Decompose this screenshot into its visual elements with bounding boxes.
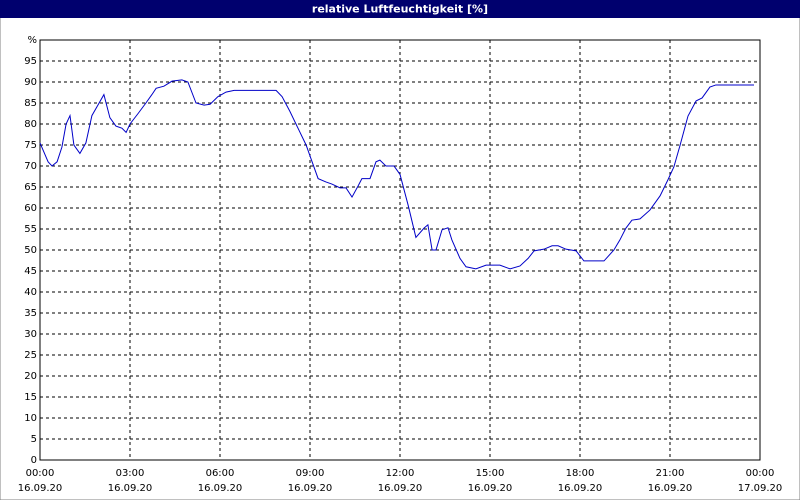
x-tick-date: 16.09.20 xyxy=(378,483,423,494)
x-tick-date: 16.09.20 xyxy=(468,483,513,494)
x-tick-date: 16.09.20 xyxy=(288,483,333,494)
x-tick-label: 06:00 xyxy=(206,468,235,479)
y-tick-label: 35 xyxy=(24,308,37,319)
x-tick-label: 00:00 xyxy=(746,468,775,479)
y-tick-label: 0 xyxy=(31,455,37,466)
x-tick-label: 15:00 xyxy=(476,468,505,479)
x-tick-date: 17.09.20 xyxy=(738,483,783,494)
y-tick-label: 70 xyxy=(24,161,37,172)
y-tick-label: 85 xyxy=(24,98,37,109)
x-tick-label: 09:00 xyxy=(296,468,325,479)
y-tick-label: 55 xyxy=(24,224,37,235)
x-tick-date: 16.09.20 xyxy=(558,483,603,494)
data-line xyxy=(39,79,754,270)
x-tick-label: 12:00 xyxy=(386,468,415,479)
chart-title: relative Luftfeuchtigkeit [%] xyxy=(312,3,488,16)
y-tick-label: 15 xyxy=(24,392,37,403)
x-tick-label: 03:00 xyxy=(116,468,145,479)
x-tick-date: 16.09.20 xyxy=(108,483,153,494)
y-tick-label: % xyxy=(27,35,37,46)
y-tick-label: 10 xyxy=(24,413,37,424)
y-tick-label: 40 xyxy=(24,287,37,298)
x-tick-date: 16.09.20 xyxy=(198,483,243,494)
plot-frame xyxy=(39,39,761,461)
y-tick-label: 5 xyxy=(31,434,37,445)
y-tick-label: 95 xyxy=(24,56,37,67)
y-tick-label: 65 xyxy=(24,182,37,193)
x-tick-date: 16.09.20 xyxy=(18,483,63,494)
x-tick-label: 21:00 xyxy=(656,468,685,479)
y-tick-label: 90 xyxy=(24,77,37,88)
y-tick-label: 20 xyxy=(24,371,37,382)
y-tick-label: 75 xyxy=(24,140,37,151)
y-tick-label: 80 xyxy=(24,119,37,130)
y-tick-label: 25 xyxy=(24,350,37,361)
y-tick-label: 30 xyxy=(24,329,37,340)
y-tick-label: 50 xyxy=(24,245,37,256)
title-bar xyxy=(0,0,800,18)
y-tick-label: 60 xyxy=(24,203,37,214)
grid xyxy=(39,39,761,461)
x-tick-date: 16.09.20 xyxy=(648,483,693,494)
y-tick-label: 45 xyxy=(24,266,37,277)
x-tick-label: 18:00 xyxy=(566,468,595,479)
x-tick-label: 00:00 xyxy=(26,468,55,479)
